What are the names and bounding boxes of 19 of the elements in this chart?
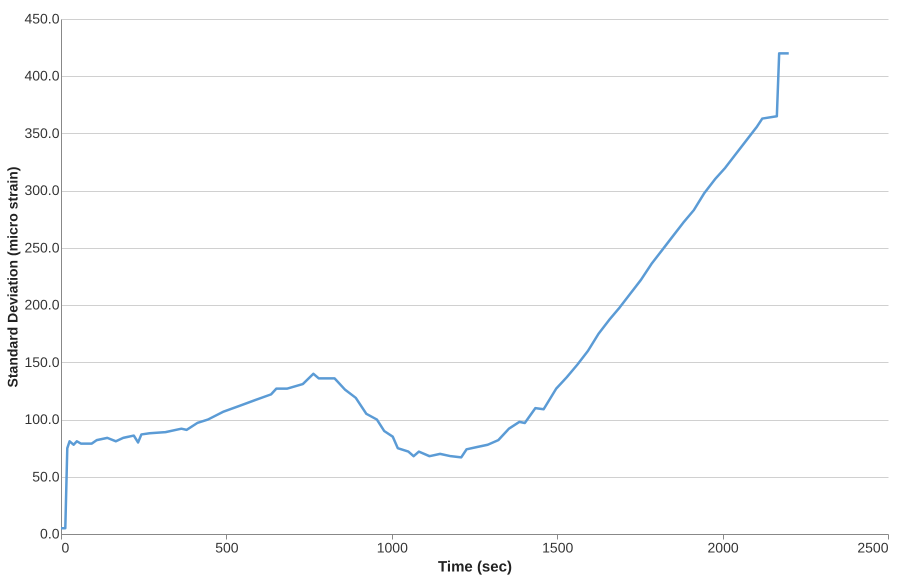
y-axis-title: Standard Deviation (micro strain) — [4, 166, 20, 388]
y-tick-label: 400.0 — [24, 68, 60, 84]
x-tick-label: 1000 — [376, 540, 408, 556]
line-series — [60, 52, 790, 530]
x-axis-title: Time (sec) — [438, 558, 512, 576]
x-tick-label: 2000 — [708, 540, 739, 556]
y-tick-label: 150.0 — [24, 354, 60, 370]
x-tick-label: 500 — [215, 540, 239, 556]
y-tick-label: 200.0 — [24, 296, 60, 313]
x-tick-label: 1500 — [542, 540, 574, 556]
y-tick-label: 300.0 — [24, 182, 60, 198]
y-tick-label: 100.0 — [24, 411, 60, 428]
y-tick-label: 250.0 — [24, 239, 60, 256]
y-tick-label: 450.0 — [24, 10, 60, 26]
y-tick-label: 50.0 — [32, 468, 60, 484]
x-tick-label: 0 — [62, 540, 70, 556]
y-tick-label: 350.0 — [24, 124, 60, 141]
x-tick-label: 2500 — [857, 540, 889, 556]
y-tick-label: 0.0 — [40, 526, 60, 542]
